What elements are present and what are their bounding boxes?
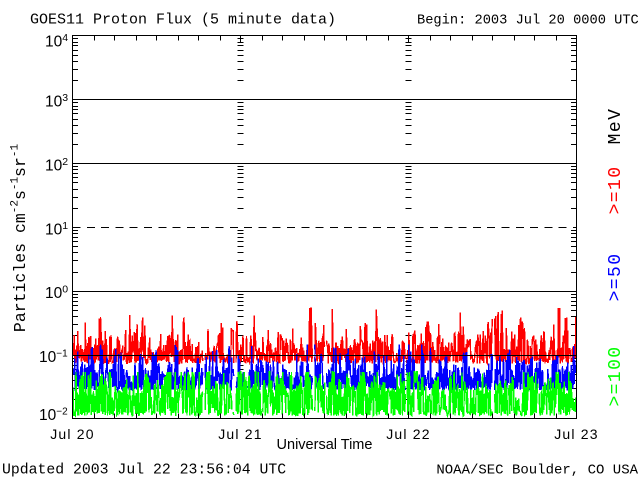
svg-text:Universal Time: Universal Time — [277, 437, 373, 453]
svg-text:>=50: >=50 — [606, 253, 626, 302]
svg-text:Updated 2003 Jul 22 23:56:04 U: Updated 2003 Jul 22 23:56:04 UTC — [2, 463, 286, 479]
svg-text:Jul 21: Jul 21 — [218, 426, 263, 442]
svg-text:Jul 23: Jul 23 — [554, 426, 599, 442]
svg-text:GOES11 Proton Flux (5 minute d: GOES11 Proton Flux (5 minute data) — [30, 12, 336, 29]
svg-text:>=10: >=10 — [606, 166, 626, 215]
svg-text:Begin: 2003 Jul 20 0000 UTC: Begin: 2003 Jul 20 0000 UTC — [417, 14, 639, 29]
svg-text:>=100: >=100 — [606, 345, 626, 406]
svg-text:Jul 22: Jul 22 — [386, 426, 431, 442]
svg-text:Jul 20: Jul 20 — [50, 426, 95, 442]
svg-text:NOAA/SEC Boulder, CO USA: NOAA/SEC Boulder, CO USA — [436, 463, 638, 479]
svg-text:MeV: MeV — [606, 108, 626, 145]
svg-text:Particles cm-2s-1sr-1: Particles cm-2s-1sr-1 — [10, 144, 31, 333]
